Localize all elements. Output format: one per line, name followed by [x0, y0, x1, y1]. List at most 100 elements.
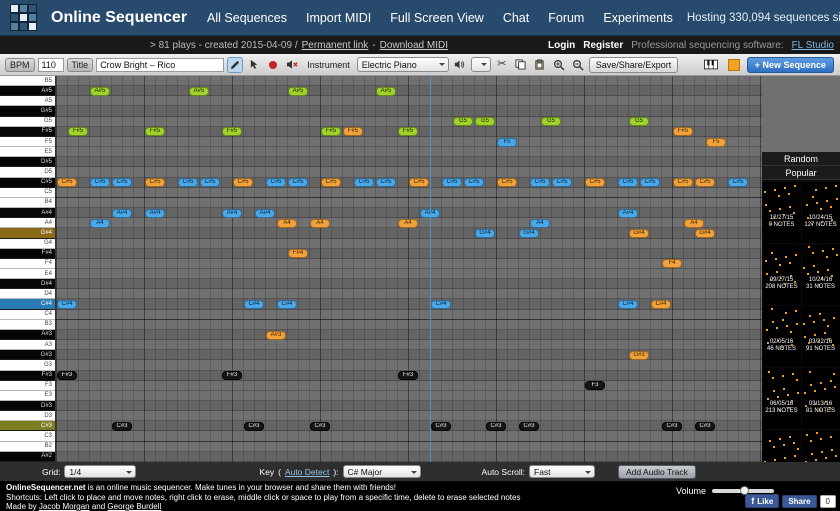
- note-a4[interactable]: A4: [277, 218, 297, 228]
- note-f5[interactable]: F5: [497, 137, 517, 147]
- note-as4[interactable]: A#4: [112, 208, 132, 218]
- sequence-thumbnail[interactable]: 09/27/15 208 NOTES: [762, 244, 801, 305]
- copy-button[interactable]: [513, 57, 529, 73]
- piano-key-gs5[interactable]: G#5: [0, 106, 55, 117]
- grid-row-b3[interactable]: [56, 320, 762, 330]
- note-gs4[interactable]: G#4: [695, 228, 715, 238]
- grid-select[interactable]: 1/4: [64, 465, 137, 478]
- piano-key-d3[interactable]: D3: [0, 411, 55, 422]
- note-a4[interactable]: A4: [530, 218, 550, 228]
- piano-key-g3[interactable]: G3: [0, 360, 55, 371]
- note-cs3[interactable]: C#3: [112, 421, 132, 431]
- grid-row-e5[interactable]: [56, 147, 762, 158]
- grid-row-as3[interactable]: [56, 329, 762, 341]
- note-as3[interactable]: A#3: [266, 330, 286, 340]
- autoscroll-select[interactable]: Fast: [529, 465, 596, 478]
- note-cs4[interactable]: C#4: [277, 300, 297, 310]
- note-color-swatch[interactable]: [727, 58, 740, 71]
- show-keyboard-button[interactable]: [703, 57, 719, 73]
- fl-studio-link[interactable]: FL Studio: [791, 39, 834, 51]
- piano-key-f3[interactable]: F3: [0, 381, 55, 391]
- note-cs5[interactable]: C#5: [640, 178, 660, 188]
- piano-key-fs4[interactable]: F#4: [0, 248, 55, 259]
- note-cs4[interactable]: C#4: [244, 300, 264, 310]
- grid-row-gs3[interactable]: [56, 350, 762, 361]
- facebook-share-button[interactable]: Share: [782, 494, 817, 508]
- note-as5[interactable]: A#5: [288, 86, 308, 96]
- grid-row-c4[interactable]: [56, 310, 762, 320]
- note-as5[interactable]: A#5: [376, 86, 396, 96]
- note-f5[interactable]: F5: [706, 137, 726, 147]
- note-cs5[interactable]: C#5: [200, 178, 220, 188]
- piano-key-ds3[interactable]: D#3: [0, 401, 55, 412]
- note-cs5[interactable]: C#5: [464, 178, 484, 188]
- note-fs5[interactable]: F#5: [343, 127, 363, 137]
- piano-key-b3[interactable]: B3: [0, 320, 55, 330]
- piano-key-as2[interactable]: A#2: [0, 451, 55, 462]
- note-cs5[interactable]: C#5: [530, 178, 550, 188]
- note-cs3[interactable]: C#3: [310, 421, 330, 431]
- note-cs3[interactable]: C#3: [486, 421, 506, 431]
- grid-row-gs4[interactable]: [56, 228, 762, 239]
- volume-slider-thumb[interactable]: [739, 486, 749, 495]
- site-title[interactable]: Online Sequencer: [51, 8, 188, 26]
- note-a4[interactable]: A4: [310, 218, 330, 228]
- note-cs5[interactable]: C#5: [112, 178, 132, 188]
- author-link-jacob[interactable]: Jacob Morgan: [38, 502, 90, 511]
- piano-key-f5[interactable]: F5: [0, 137, 55, 148]
- grid-row-g5[interactable]: [56, 117, 762, 127]
- note-fs3[interactable]: F#3: [57, 371, 77, 381]
- piano-key-ds4[interactable]: D#4: [0, 279, 55, 290]
- piano-key-fs5[interactable]: F#5: [0, 126, 55, 137]
- note-fs5[interactable]: F#5: [321, 127, 341, 137]
- piano-key-g5[interactable]: G5: [0, 117, 55, 127]
- grid-row-d4[interactable]: [56, 289, 762, 300]
- random-button[interactable]: Random: [762, 152, 840, 166]
- nav-item-full-screen-view[interactable]: Full Screen View: [390, 10, 484, 25]
- note-cs4[interactable]: C#4: [651, 300, 671, 310]
- facebook-like-button[interactable]: f Like: [745, 494, 780, 508]
- grid-row-f5[interactable]: [56, 137, 762, 148]
- download-midi-link[interactable]: Download MIDI: [379, 39, 448, 51]
- zoom-out-button[interactable]: [570, 57, 586, 73]
- note-gs3[interactable]: G#3: [629, 350, 649, 360]
- piano-key-gs4[interactable]: G#4: [0, 228, 55, 239]
- note-a4[interactable]: A4: [684, 218, 704, 228]
- piano-key-f4[interactable]: F4: [0, 259, 55, 269]
- note-cs5[interactable]: C#5: [497, 178, 517, 188]
- piano-key-cs3[interactable]: C#3: [0, 421, 55, 432]
- note-as4[interactable]: A#4: [618, 208, 638, 218]
- key-select[interactable]: C# Major: [342, 465, 421, 478]
- note-cs5[interactable]: C#5: [321, 178, 341, 188]
- note-a4[interactable]: A4: [398, 218, 418, 228]
- sequence-thumbnail[interactable]: 06/05/16 213 NOTES: [762, 368, 801, 429]
- note-cs3[interactable]: C#3: [695, 421, 715, 431]
- popular-button[interactable]: Popular: [762, 166, 840, 180]
- grid-row-b4[interactable]: [56, 198, 762, 209]
- grid-row-b2[interactable]: [56, 442, 762, 452]
- note-grid[interactable]: A#5 A#5 A#5 A#5 G5 G5 G5 G5 F#5 F#5 F#5 F#5 F#5 F#5 F#…: [56, 76, 762, 462]
- note-cs3[interactable]: C#3: [244, 421, 264, 431]
- note-cs5[interactable]: C#5: [57, 178, 77, 188]
- note-as5[interactable]: A#5: [189, 86, 209, 96]
- note-cs5[interactable]: C#5: [233, 178, 253, 188]
- note-cs4[interactable]: C#4: [57, 300, 77, 310]
- select-tool-button[interactable]: [246, 57, 262, 73]
- record-button[interactable]: [265, 57, 281, 73]
- grid-row-a5[interactable]: [56, 96, 762, 107]
- piano-key-e5[interactable]: E5: [0, 147, 55, 158]
- note-cs5[interactable]: C#5: [552, 178, 572, 188]
- note-g5[interactable]: G5: [541, 117, 561, 127]
- note-cs5[interactable]: C#5: [376, 178, 396, 188]
- grid-row-c5[interactable]: [56, 188, 762, 198]
- piano-key-d5[interactable]: D5: [0, 167, 55, 178]
- note-as5[interactable]: A#5: [90, 86, 110, 96]
- note-gs4[interactable]: G#4: [519, 228, 539, 238]
- note-cs3[interactable]: C#3: [519, 421, 539, 431]
- playhead[interactable]: [430, 76, 431, 462]
- sequence-thumbnail[interactable]: 02/05/16 46 NOTES: [762, 306, 801, 367]
- note-gs4[interactable]: G#4: [629, 228, 649, 238]
- sequence-thumbnail[interactable]: 03/22/16 91 NOTES: [801, 306, 840, 367]
- auto-detect-link[interactable]: Auto Detect: [284, 466, 330, 477]
- note-cs5[interactable]: C#5: [288, 178, 308, 188]
